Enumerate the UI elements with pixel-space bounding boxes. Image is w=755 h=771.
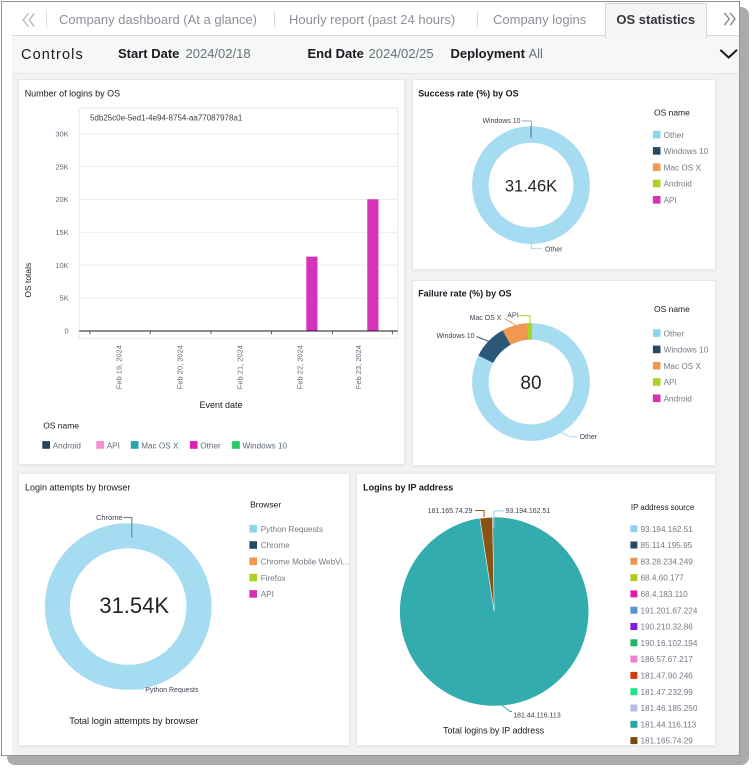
svg-text:Python Requests: Python Requests: [260, 524, 322, 533]
svg-text:Logins by IP address: Logins by IP address: [363, 482, 453, 492]
svg-text:191.201.67.224: 191.201.67.224: [640, 606, 697, 615]
svg-text:5db25c0e-5ed1-4e94-8754-aa7708: 5db25c0e-5ed1-4e94-8754-aa77087978a1: [89, 114, 242, 123]
svg-text:Other: Other: [663, 329, 684, 338]
svg-text:31.54K: 31.54K: [99, 592, 169, 617]
svg-text:API: API: [106, 442, 119, 451]
svg-text:93.194.162.51: 93.194.162.51: [640, 524, 693, 533]
svg-text:5K: 5K: [59, 294, 68, 303]
svg-text:Feb 21, 2024: Feb 21, 2024: [235, 345, 244, 389]
svg-text:Success rate (%) by OS: Success rate (%) by OS: [418, 89, 518, 99]
svg-text:Feb 23, 2024: Feb 23, 2024: [353, 345, 362, 389]
svg-text:181.47.90.246: 181.47.90.246: [640, 671, 693, 680]
svg-text:Chrome Mobile WebVi...: Chrome Mobile WebVi...: [260, 557, 348, 566]
svg-text:Other: Other: [200, 442, 221, 451]
svg-text:Failure rate (%) by OS: Failure rate (%) by OS: [418, 289, 511, 299]
svg-text:15K: 15K: [55, 228, 68, 237]
svg-text:Other: Other: [544, 247, 562, 254]
svg-text:Python Requests: Python Requests: [145, 686, 199, 693]
svg-text:Android: Android: [663, 394, 692, 403]
svg-text:181.165.74.29: 181.165.74.29: [640, 736, 693, 745]
svg-text:Mac OS X: Mac OS X: [663, 164, 701, 173]
svg-text:190.16.102.194: 190.16.102.194: [640, 638, 697, 647]
svg-text:80: 80: [520, 373, 541, 394]
svg-text:25K: 25K: [55, 163, 68, 172]
svg-text:Other: Other: [579, 434, 597, 441]
svg-text:Android: Android: [663, 180, 692, 189]
svg-text:Browser: Browser: [250, 499, 281, 509]
svg-text:Windows 10: Windows 10: [482, 118, 520, 125]
svg-text:OS totals: OS totals: [22, 263, 32, 298]
svg-text:Feb 19, 2024: Feb 19, 2024: [114, 345, 123, 389]
svg-text:Mac OS X: Mac OS X: [469, 315, 501, 322]
svg-text:190.210.32.86: 190.210.32.86: [640, 622, 693, 631]
svg-text:20K: 20K: [55, 195, 68, 204]
svg-text:OS name: OS name: [43, 421, 79, 431]
svg-text:Event date: Event date: [199, 400, 242, 410]
svg-text:Windows 10: Windows 10: [663, 346, 708, 355]
svg-text:Windows 10: Windows 10: [663, 147, 708, 156]
svg-text:181.165.74.29: 181.165.74.29: [427, 507, 472, 514]
svg-text:Windows 10: Windows 10: [242, 442, 287, 451]
svg-text:Number of logins by OS: Number of logins by OS: [24, 89, 119, 99]
svg-text:181.47.232.99: 181.47.232.99: [640, 687, 693, 696]
svg-text:85.114.195.95: 85.114.195.95: [640, 541, 692, 550]
svg-text:10K: 10K: [55, 261, 68, 270]
svg-text:Chrome: Chrome: [260, 541, 290, 550]
svg-text:181.46.185.250: 181.46.185.250: [640, 704, 697, 713]
svg-text:Android: Android: [52, 442, 81, 451]
svg-text:Mac OS X: Mac OS X: [663, 362, 701, 371]
svg-text:IP address source: IP address source: [630, 502, 694, 511]
svg-text:Feb 22, 2024: Feb 22, 2024: [295, 345, 304, 389]
svg-text:API: API: [663, 196, 676, 205]
svg-text:API: API: [663, 378, 676, 387]
svg-text:Other: Other: [663, 131, 684, 140]
svg-text:93.194.162.51: 93.194.162.51: [505, 507, 550, 514]
svg-text:181.44.116.113: 181.44.116.113: [513, 712, 561, 719]
svg-text:83.28.234.249: 83.28.234.249: [640, 557, 693, 566]
svg-text:Mac OS X: Mac OS X: [141, 442, 179, 451]
svg-text:181.44.116.113: 181.44.116.113: [640, 720, 696, 729]
svg-text:Feb 20, 2024: Feb 20, 2024: [175, 345, 184, 389]
svg-text:API: API: [260, 590, 273, 599]
svg-text:0: 0: [64, 327, 68, 336]
svg-text:Login attempts by browser: Login attempts by browser: [25, 482, 130, 492]
svg-text:OS name: OS name: [653, 108, 689, 118]
svg-text:68.4.60.177: 68.4.60.177: [640, 573, 684, 582]
svg-text:API: API: [507, 312, 518, 319]
svg-text:31.46K: 31.46K: [504, 178, 556, 196]
svg-text:30K: 30K: [55, 130, 68, 139]
svg-text:Total login attempts by browse: Total login attempts by browser: [69, 714, 198, 725]
svg-text:Windows 10: Windows 10: [436, 333, 474, 340]
svg-text:Firefox: Firefox: [260, 573, 285, 582]
svg-text:186.57.67.217: 186.57.67.217: [640, 655, 693, 664]
svg-text:68.4.183.110: 68.4.183.110: [640, 589, 688, 598]
svg-text:OS name: OS name: [653, 304, 689, 314]
svg-text:Total logins by IP address: Total logins by IP address: [443, 725, 545, 735]
svg-text:Chrome: Chrome: [95, 512, 122, 521]
